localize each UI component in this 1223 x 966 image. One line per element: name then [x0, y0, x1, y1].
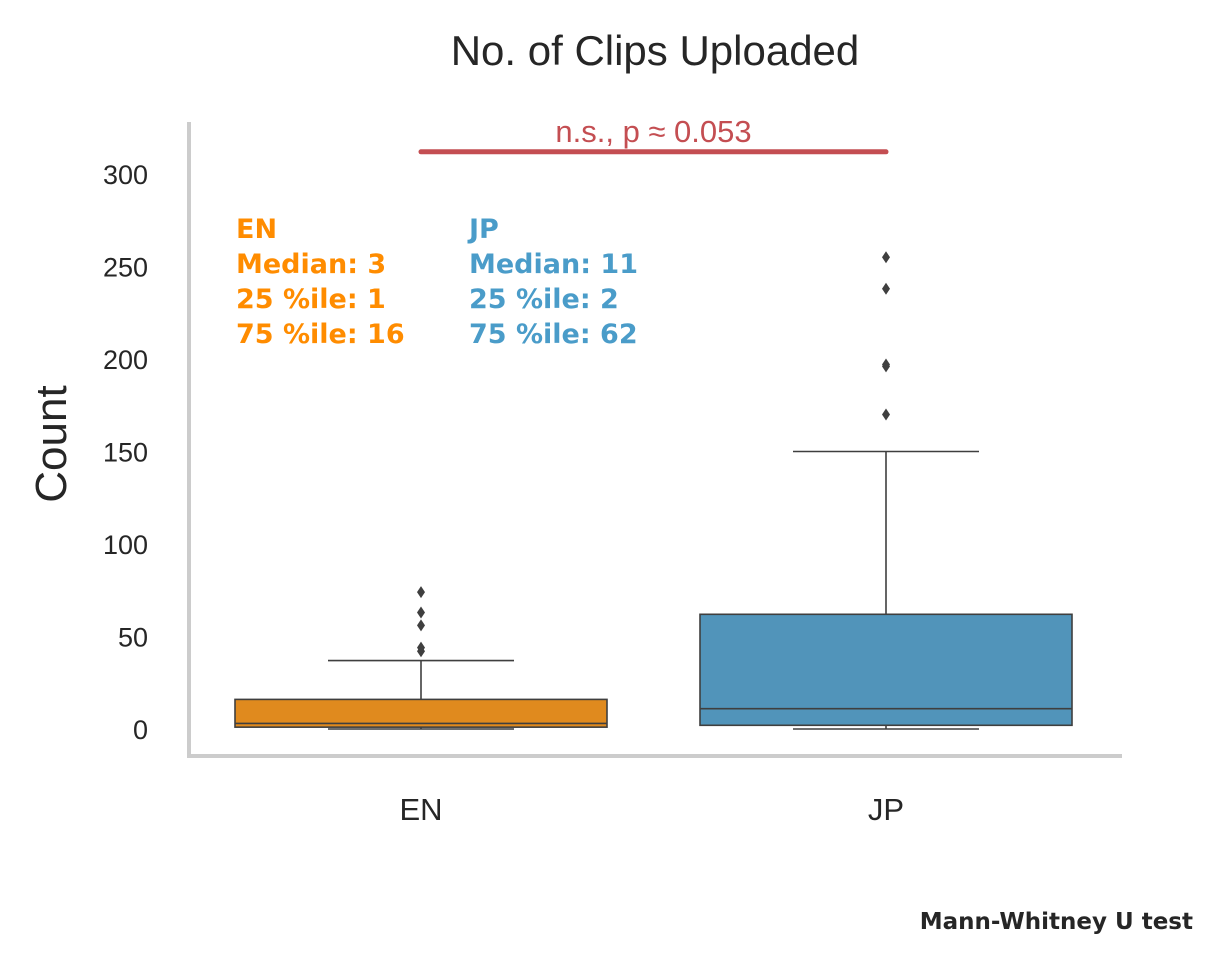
outlier-point	[882, 251, 890, 264]
x-axis-ticks: EN JP	[399, 792, 904, 827]
box-group-jp	[699, 251, 1073, 730]
y-axis-ticks: 0 50 100 150 200 250 300	[103, 160, 148, 745]
box	[234, 698, 608, 728]
stats-line: 75 %ile: 16	[236, 319, 405, 350]
stats-line: 75 %ile: 62	[469, 319, 638, 350]
stats-block-jp: JP Median: 11 25 %ile: 2 75 %ile: 62	[467, 214, 638, 350]
box-groups	[234, 251, 1073, 730]
stats-title: JP	[467, 214, 499, 245]
stats-line: Median: 3	[236, 249, 386, 280]
y-axis-label: Count	[27, 385, 76, 502]
test-method-footnote: Mann-Whitney U test	[920, 909, 1193, 935]
stats-title: EN	[236, 214, 277, 245]
outlier-point	[417, 586, 425, 599]
y-tick-label: 200	[103, 345, 148, 375]
outlier-point	[417, 619, 425, 632]
outlier-point	[882, 282, 890, 295]
chart-title: No. of Clips Uploaded	[451, 27, 860, 74]
outlier-point	[417, 606, 425, 619]
x-tick-label: JP	[868, 792, 904, 827]
outlier-point	[882, 358, 890, 371]
box	[699, 613, 1073, 727]
y-tick-label: 250	[103, 253, 148, 283]
stats-line: 25 %ile: 2	[469, 284, 619, 315]
y-tick-label: 300	[103, 160, 148, 190]
x-tick-label: EN	[399, 792, 442, 827]
significance-annotation: n.s., p ≈ 0.053	[418, 114, 889, 155]
stats-line: Median: 11	[469, 249, 638, 280]
y-tick-label: 50	[118, 623, 148, 653]
stats-line: 25 %ile: 1	[236, 284, 386, 315]
outlier-point	[417, 641, 425, 654]
y-tick-label: 100	[103, 530, 148, 560]
summary-statistics: EN Median: 3 25 %ile: 1 75 %ile: 16 JP Median…	[236, 214, 638, 350]
box-group-en	[234, 586, 608, 730]
significance-label: n.s., p ≈ 0.053	[555, 114, 751, 149]
outlier-point	[882, 408, 890, 421]
stats-block-en: EN Median: 3 25 %ile: 1 75 %ile: 16	[236, 214, 405, 350]
y-tick-label: 0	[133, 715, 148, 745]
y-tick-label: 150	[103, 438, 148, 468]
